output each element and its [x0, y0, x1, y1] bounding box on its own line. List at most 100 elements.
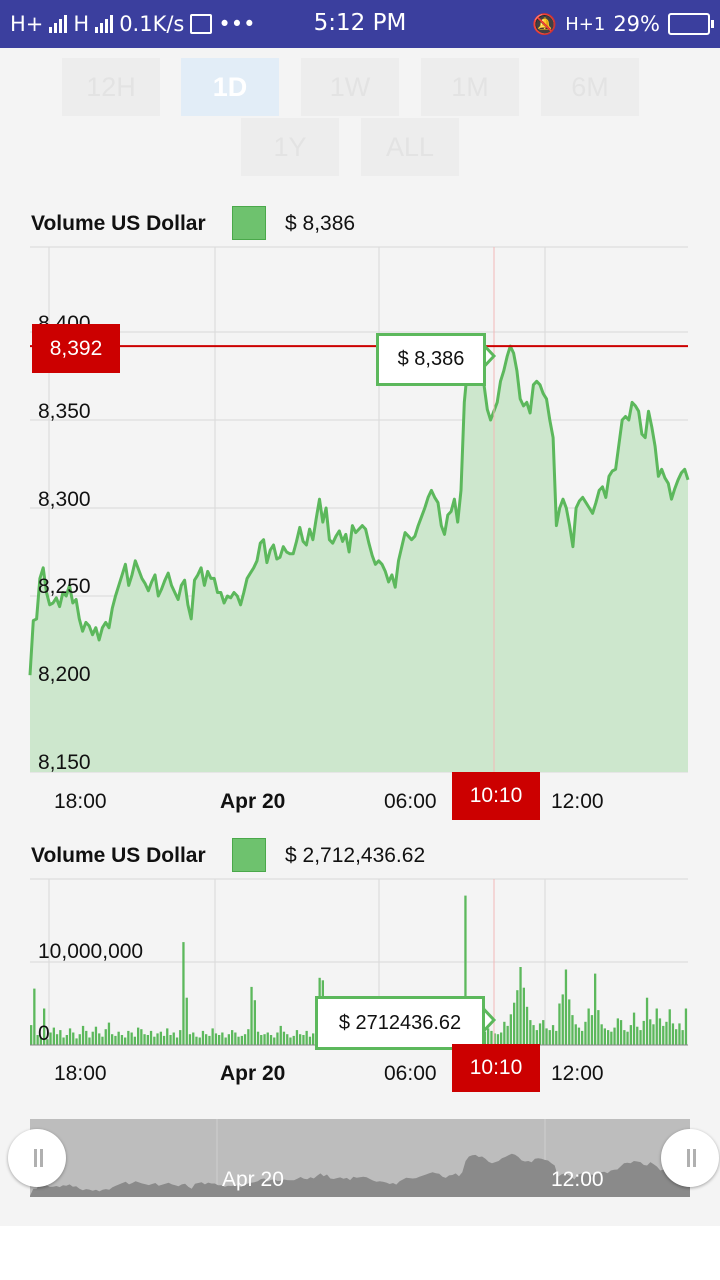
volume-bar	[101, 1036, 104, 1045]
crosshair-time-label: 10:10	[452, 1044, 540, 1092]
volume-bar	[629, 1025, 632, 1045]
volume-bar	[98, 1033, 101, 1045]
volume-bar	[192, 1032, 195, 1045]
volume-tooltip: $ 2712436.62	[315, 996, 485, 1050]
volume-bar	[607, 1030, 610, 1045]
volume-bar	[240, 1035, 243, 1045]
volume-bar	[253, 1000, 256, 1045]
volume-bar	[519, 967, 522, 1045]
volume-bar	[52, 1027, 55, 1045]
volume-bar	[675, 1029, 678, 1045]
battery-icon	[668, 13, 714, 35]
volume-bar	[613, 1027, 616, 1045]
volume-bar	[243, 1034, 247, 1045]
volume-bar	[490, 1030, 493, 1045]
volume-bar	[503, 1021, 506, 1045]
volume-bar	[250, 986, 253, 1045]
range-button-6m[interactable]: 6M	[541, 58, 639, 116]
volume-bar	[551, 1025, 555, 1045]
volume-bar	[496, 1034, 500, 1045]
price-area	[30, 346, 688, 772]
range-button-1w[interactable]: 1W	[301, 58, 399, 116]
status-left: H+ H 0.1K/s •••	[10, 12, 256, 36]
range-button-1y[interactable]: 1Y	[241, 118, 339, 176]
volume-bar	[525, 1006, 529, 1045]
volume-bar	[237, 1036, 240, 1045]
volume-bar	[179, 1030, 182, 1045]
volume-bar	[88, 1037, 91, 1045]
volume-bar	[587, 1008, 590, 1045]
volume-bar	[263, 1034, 266, 1045]
volume-bar	[117, 1031, 120, 1045]
volume-bar	[59, 1030, 62, 1045]
volume-bar	[639, 1030, 642, 1045]
volume-bar	[509, 1014, 512, 1045]
x-tick-label: 12:00	[551, 1062, 604, 1085]
volume-bar	[678, 1023, 681, 1045]
navigator-right-handle[interactable]	[661, 1129, 719, 1187]
volume-bar	[464, 895, 467, 1045]
volume-bar	[91, 1031, 94, 1045]
volume-bar	[104, 1029, 107, 1045]
volume-bar	[302, 1035, 305, 1045]
network-type-2: H	[73, 12, 90, 36]
volume-bar	[221, 1032, 224, 1045]
volume-bar	[571, 1015, 574, 1045]
volume-bar	[162, 1035, 166, 1045]
volume-bar	[561, 994, 564, 1045]
signal-icon-1	[49, 15, 68, 33]
y-tick-label: 8,300	[38, 488, 91, 511]
status-bar: H+ H 0.1K/s ••• 5:12 PM 🔕 H+1 29%	[0, 0, 720, 48]
volume-bar	[201, 1030, 205, 1045]
volume-bar	[127, 1030, 130, 1045]
alarm-off-icon: 🔕	[532, 12, 558, 36]
volume-bar	[684, 1008, 688, 1045]
volume-bar	[312, 1033, 315, 1045]
volume-bar	[231, 1030, 234, 1045]
volume-bar	[224, 1037, 227, 1045]
y-tick-label: 8,150	[38, 751, 91, 774]
range-button-1m[interactable]: 1M	[421, 58, 519, 116]
volume-bar	[649, 1019, 652, 1045]
volume-bar	[581, 1030, 584, 1045]
y-tick-label: 8,250	[38, 575, 91, 598]
volume-bar	[668, 1009, 671, 1045]
volume-bar	[146, 1035, 149, 1045]
range-button-1d[interactable]: 1D	[181, 58, 279, 116]
volume-bar	[159, 1031, 162, 1045]
price-legend-swatch	[232, 206, 266, 240]
volume-bar	[256, 1031, 260, 1045]
volume-bar	[542, 1020, 545, 1045]
volume-bar	[658, 1018, 662, 1045]
navigator-label: Apr 20	[222, 1168, 284, 1191]
price-legend-value: $ 8,386	[285, 212, 356, 235]
volume-bar	[218, 1035, 221, 1045]
volume-bar	[195, 1036, 198, 1045]
x-tick-label: Apr 20	[220, 790, 286, 813]
volume-bar	[632, 1012, 636, 1045]
y-tick-label: 8,200	[38, 663, 91, 686]
volume-bar	[681, 1030, 684, 1045]
volume-bar	[568, 999, 571, 1045]
range-button-all[interactable]: ALL	[361, 118, 459, 176]
y-tick-label: 0	[38, 1022, 50, 1045]
volume-bar	[172, 1032, 175, 1045]
volume-bar	[584, 1021, 587, 1045]
navigator-left-handle[interactable]	[8, 1129, 66, 1187]
range-button-12h[interactable]: 12H	[62, 58, 160, 116]
volume-bar	[81, 1025, 85, 1045]
volume-bar	[140, 1029, 143, 1045]
y-tick-label: 8,350	[38, 400, 91, 423]
volume-bar	[577, 1027, 581, 1045]
volume-bar	[286, 1034, 289, 1045]
volume-bar	[94, 1026, 98, 1045]
volume-bar	[610, 1031, 613, 1045]
price-line	[28, 344, 690, 676]
battery-percent: 29%	[613, 12, 660, 36]
volume-bar	[68, 1028, 72, 1045]
volume-bar	[529, 1020, 532, 1045]
volume-bar	[198, 1037, 201, 1045]
volume-bar	[205, 1034, 208, 1045]
